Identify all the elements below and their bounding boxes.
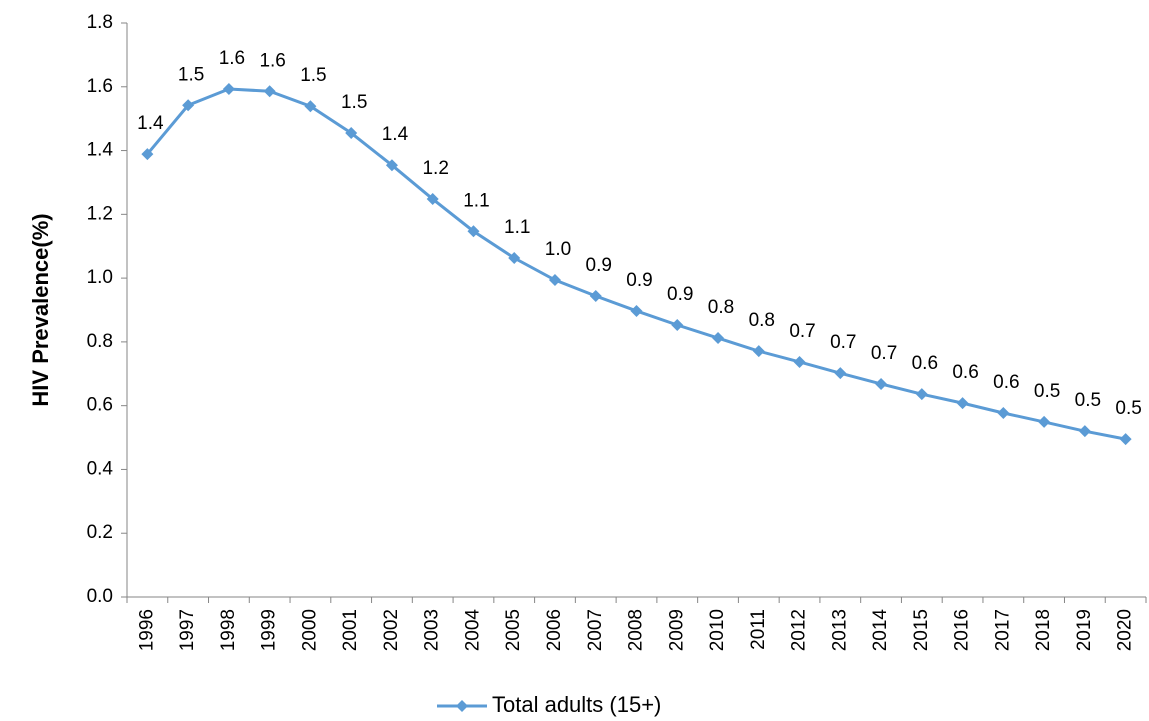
x-tick-label: 2018 — [1033, 609, 1054, 651]
data-label: 0.6 — [993, 372, 1019, 393]
x-tick-label: 2003 — [422, 609, 443, 651]
x-tick-label: 2016 — [952, 609, 973, 651]
x-tick-label: 2008 — [626, 609, 647, 651]
x-tick-label: 2001 — [340, 609, 361, 651]
x-tick-label: 2015 — [911, 609, 932, 651]
data-point — [793, 355, 806, 368]
data-point — [956, 397, 969, 410]
data-label: 0.5 — [1115, 398, 1141, 419]
data-label: 0.9 — [667, 284, 693, 305]
x-tick-label: 2010 — [707, 609, 728, 651]
data-point — [141, 148, 154, 161]
data-label: 0.9 — [626, 270, 652, 291]
data-point — [915, 388, 928, 401]
legend-marker — [456, 700, 468, 712]
x-tick-label: 2002 — [381, 609, 402, 651]
data-point — [304, 100, 317, 113]
data-point — [182, 99, 195, 112]
data-label: 1.6 — [259, 50, 285, 71]
data-label: 0.5 — [1034, 381, 1060, 402]
data-label: 1.5 — [178, 64, 204, 85]
x-tick-label: 1996 — [136, 609, 157, 651]
y-axis-title: HIV Prevalence(%) — [28, 213, 53, 406]
data-label: 0.7 — [871, 343, 897, 364]
data-label: 1.1 — [463, 190, 489, 211]
y-tick-label: 0.6 — [87, 395, 113, 416]
data-point — [222, 83, 235, 96]
data-point — [1038, 415, 1051, 428]
data-point — [263, 85, 276, 98]
data-point — [630, 304, 643, 317]
data-label: 0.9 — [586, 255, 612, 276]
x-tick-label: 2009 — [666, 609, 687, 651]
data-label: 1.6 — [219, 48, 245, 69]
y-tick-label: 0.0 — [87, 586, 113, 607]
data-label: 1.4 — [137, 113, 164, 134]
data-label: 1.2 — [422, 158, 448, 179]
x-tick-label: 2012 — [789, 609, 810, 651]
y-tick-label: 1.0 — [87, 267, 113, 288]
series-line — [146, 87, 1126, 441]
x-tick-label: 2007 — [585, 609, 606, 651]
data-point — [548, 274, 561, 287]
data-label: 0.8 — [708, 297, 734, 318]
data-label: 0.6 — [912, 353, 938, 374]
x-tick-label: 2019 — [1074, 609, 1095, 651]
data-point — [385, 159, 398, 172]
x-tick-label: 2004 — [462, 609, 483, 652]
data-point — [712, 332, 725, 345]
data-point — [752, 345, 765, 358]
data-label: 1.1 — [504, 217, 530, 238]
y-tick-label: 0.4 — [87, 458, 114, 479]
x-tick-label: 2020 — [1115, 609, 1136, 651]
data-label: 1.4 — [382, 124, 409, 145]
x-tick-label: 1998 — [218, 609, 239, 651]
y-tick-label: 1.8 — [87, 12, 113, 33]
x-tick-label: 2017 — [992, 609, 1013, 651]
x-tick-label: 2013 — [829, 609, 850, 651]
data-point — [1078, 425, 1091, 438]
x-tick-label: 2014 — [870, 609, 891, 652]
data-point — [671, 318, 684, 331]
data-point — [345, 127, 358, 140]
x-tick-label: 2006 — [544, 609, 565, 651]
data-label: 0.8 — [749, 310, 775, 331]
data-point — [467, 225, 480, 238]
y-tick-label: 1.4 — [87, 140, 114, 161]
y-tick-label: 1.2 — [87, 203, 113, 224]
data-label: 1.5 — [300, 65, 326, 86]
x-tick-label: 1999 — [259, 609, 280, 651]
x-tick-label: 2000 — [299, 609, 320, 651]
data-point — [875, 377, 888, 390]
data-point — [589, 289, 602, 302]
data-point — [834, 367, 847, 380]
data-point — [1119, 433, 1132, 446]
legend-label: Total adults (15+) — [492, 692, 661, 717]
data-label: 0.7 — [789, 321, 815, 342]
x-tick-label: 2011 — [748, 609, 769, 650]
x-tick-label: 2005 — [503, 609, 524, 651]
data-point — [997, 407, 1010, 420]
data-point — [426, 193, 439, 206]
y-tick-label: 0.8 — [87, 331, 113, 352]
data-label: 0.6 — [952, 362, 978, 383]
data-label: 1.5 — [341, 92, 367, 113]
data-label: 1.0 — [545, 239, 571, 260]
data-label: 0.7 — [830, 332, 856, 353]
data-label: 0.5 — [1075, 390, 1101, 411]
data-point — [508, 252, 521, 265]
y-tick-label: 1.6 — [87, 76, 113, 97]
y-tick-label: 0.2 — [87, 522, 113, 543]
x-tick-label: 1997 — [177, 609, 198, 651]
